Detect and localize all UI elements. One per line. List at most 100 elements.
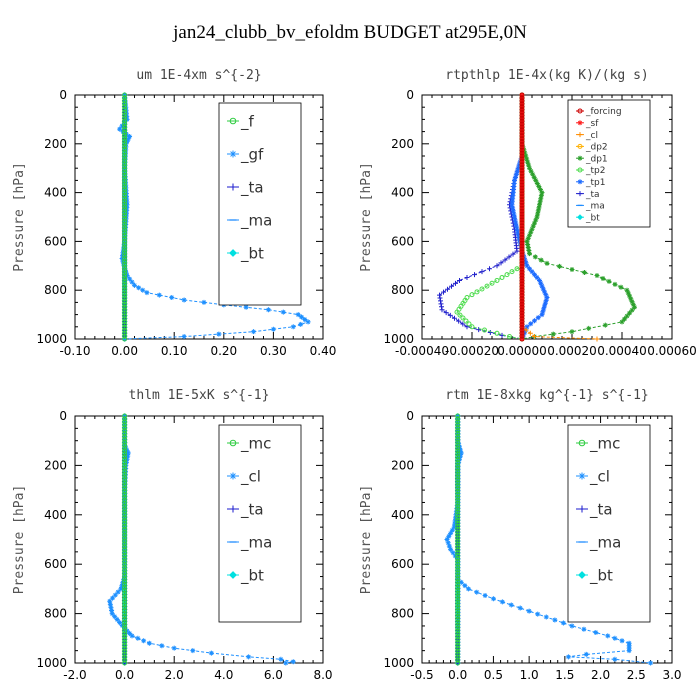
data-point bbox=[519, 255, 525, 261]
data-point bbox=[120, 247, 126, 253]
data-point bbox=[122, 101, 128, 107]
data-point bbox=[122, 287, 128, 293]
data-point bbox=[612, 281, 618, 287]
data-point bbox=[583, 651, 589, 657]
data-point bbox=[124, 456, 130, 462]
data-point bbox=[626, 648, 632, 654]
data-point bbox=[526, 248, 532, 254]
data-point bbox=[455, 599, 461, 605]
data-point bbox=[455, 628, 461, 634]
data-point bbox=[606, 278, 612, 284]
data-point bbox=[122, 290, 128, 296]
data-point bbox=[122, 98, 128, 104]
data-point bbox=[541, 306, 547, 312]
x-tick-label: 2.5 bbox=[627, 668, 646, 682]
data-point bbox=[122, 489, 128, 495]
data-point bbox=[122, 596, 128, 602]
data-point bbox=[156, 292, 162, 298]
data-point bbox=[123, 147, 129, 153]
data-point bbox=[122, 121, 128, 127]
data-point bbox=[535, 315, 541, 321]
legend-label: _ma bbox=[240, 211, 272, 230]
data-point bbox=[455, 529, 461, 535]
data-point bbox=[508, 602, 514, 608]
data-point bbox=[542, 289, 547, 295]
y-tick-label: 600 bbox=[44, 234, 67, 248]
series-mc bbox=[455, 413, 461, 666]
data-point bbox=[122, 483, 128, 489]
data-point bbox=[510, 205, 516, 211]
data-point bbox=[122, 333, 128, 339]
data-point bbox=[519, 278, 525, 284]
data-point bbox=[516, 162, 522, 168]
data-point bbox=[539, 283, 545, 289]
data-point bbox=[455, 657, 461, 663]
data-point bbox=[519, 234, 525, 240]
data-point bbox=[122, 241, 128, 247]
data-point bbox=[136, 285, 142, 291]
data-point bbox=[122, 643, 128, 649]
data-point bbox=[171, 645, 177, 651]
data-point bbox=[190, 648, 196, 654]
data-point bbox=[122, 584, 128, 590]
data-point bbox=[519, 304, 525, 310]
data-point bbox=[455, 512, 461, 518]
data-point bbox=[455, 654, 461, 660]
data-point bbox=[594, 336, 600, 342]
data-point bbox=[510, 190, 516, 196]
data-point bbox=[452, 518, 458, 524]
data-point bbox=[122, 109, 128, 115]
data-point bbox=[455, 425, 461, 431]
y-tick-label: 600 bbox=[391, 557, 414, 571]
data-point bbox=[517, 605, 523, 611]
y-tick-label: 800 bbox=[44, 283, 67, 297]
data-point bbox=[243, 304, 249, 310]
data-point bbox=[484, 283, 490, 289]
data-point bbox=[526, 608, 532, 614]
y-tick-label: 1000 bbox=[36, 332, 67, 346]
legend-label: _forcing bbox=[585, 107, 622, 117]
data-point bbox=[519, 98, 525, 104]
data-point bbox=[122, 270, 128, 276]
data-point bbox=[455, 515, 461, 521]
data-point bbox=[448, 546, 454, 552]
data-point bbox=[122, 619, 128, 625]
data-point bbox=[122, 477, 128, 483]
legend-marker bbox=[578, 571, 586, 579]
data-point bbox=[122, 198, 128, 204]
y-axis-label: Pressure [hPa] bbox=[12, 162, 27, 272]
data-point bbox=[299, 314, 305, 320]
data-point bbox=[118, 586, 124, 592]
data-point bbox=[542, 303, 547, 309]
data-point bbox=[122, 184, 128, 190]
data-point bbox=[516, 234, 522, 240]
data-point bbox=[122, 147, 128, 153]
data-point bbox=[487, 329, 493, 335]
data-point bbox=[511, 211, 517, 217]
data-point bbox=[108, 604, 114, 610]
data-point bbox=[115, 589, 121, 595]
data-point bbox=[519, 150, 525, 156]
data-point bbox=[519, 263, 525, 269]
data-point bbox=[122, 267, 128, 273]
data-point bbox=[122, 628, 128, 634]
data-point bbox=[519, 269, 525, 275]
data-point bbox=[112, 614, 118, 620]
data-point bbox=[122, 304, 128, 310]
data-point bbox=[560, 620, 566, 626]
data-point bbox=[490, 596, 496, 602]
data-point bbox=[122, 500, 128, 506]
data-point bbox=[144, 290, 150, 296]
data-point bbox=[472, 272, 477, 278]
data-point bbox=[455, 558, 461, 564]
data-point bbox=[544, 295, 550, 301]
data-point bbox=[519, 138, 525, 144]
data-point bbox=[512, 214, 517, 220]
data-point bbox=[122, 521, 128, 527]
data-point bbox=[122, 244, 128, 250]
legend-label: _bt bbox=[240, 566, 264, 585]
data-point bbox=[122, 230, 128, 236]
legend-label: _cl bbox=[585, 131, 598, 141]
data-point bbox=[122, 515, 128, 521]
data-point bbox=[519, 295, 525, 301]
